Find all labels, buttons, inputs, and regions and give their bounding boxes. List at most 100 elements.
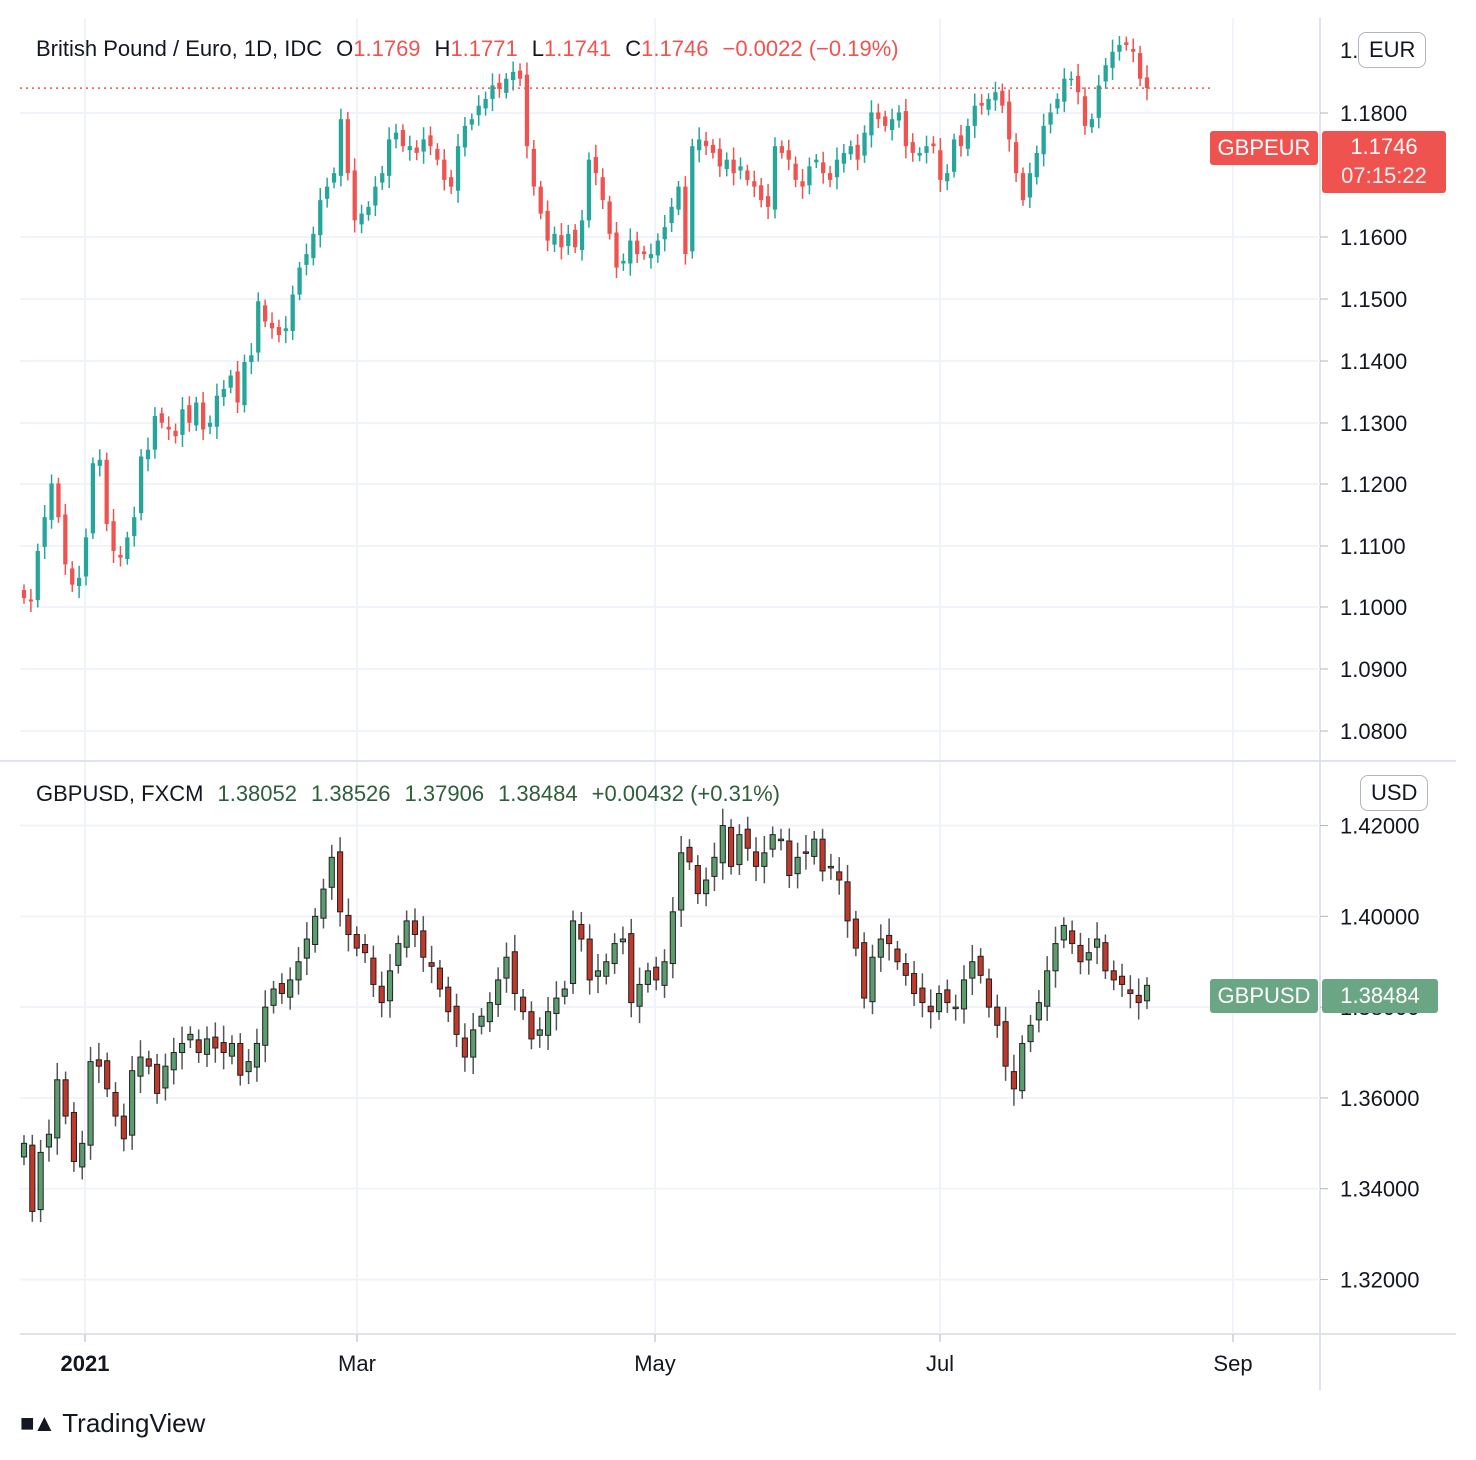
top-candle-body: [703, 140, 709, 147]
top-candle-body: [83, 537, 89, 577]
bottom-candle-body: [303, 938, 310, 959]
bottom-candle-body: [536, 1029, 543, 1036]
top-candle-body: [187, 405, 192, 423]
top-candle-body: [132, 517, 137, 537]
top-candle-body: [400, 129, 406, 147]
top-candle-body: [841, 152, 846, 164]
top-candle-body: [262, 305, 268, 322]
bottom-candle-body: [544, 1011, 552, 1036]
bottom-candle-body: [120, 1115, 127, 1140]
bottom-candle-body: [237, 1042, 244, 1076]
top-candle-body: [35, 550, 40, 601]
bottom-candle-body: [869, 956, 876, 1003]
top-candle-body: [986, 98, 991, 110]
top-candle-body: [731, 159, 736, 174]
bottom-candle-body: [29, 1144, 36, 1212]
bottom-candle-body: [952, 1006, 959, 1010]
bottom-candle-body: [686, 846, 693, 863]
x-axis-label: Jul: [926, 1351, 954, 1376]
top-candle-body: [90, 463, 96, 534]
top-candle-body: [159, 413, 164, 423]
top-candle-body: [497, 82, 502, 89]
top-candle-body: [641, 251, 647, 255]
bottom-candle-body: [727, 826, 735, 867]
top-candle-body: [76, 577, 82, 586]
top-candle-body: [648, 254, 654, 259]
top-candle-body: [538, 186, 543, 214]
top-candle-body: [435, 148, 440, 160]
top-candle-body: [152, 415, 158, 450]
top-currency-button[interactable]: EUR: [1358, 32, 1427, 68]
top-candle-body: [903, 111, 909, 147]
bottom-candle-body: [719, 825, 726, 864]
top-candle-body: [752, 181, 757, 187]
top-candle-body: [1089, 119, 1095, 128]
top-candle-body: [242, 362, 247, 406]
bottom-candle-body: [761, 852, 768, 867]
top-candle-body: [1020, 173, 1026, 201]
bottom-candle-body: [154, 1063, 161, 1094]
top-candle-body: [297, 267, 302, 295]
top-candle-body: [910, 142, 915, 153]
top-ticker-tag: GBPEUR: [1210, 131, 1318, 165]
bottom-candle-body: [578, 924, 585, 940]
bottom-candle-body: [669, 911, 676, 965]
bottom-candle-body: [977, 955, 984, 976]
bottom-candle-body: [112, 1091, 119, 1117]
top-candle-body: [1007, 101, 1012, 140]
top-candle-body: [138, 456, 144, 514]
tradingview-brand[interactable]: ■▲ TradingView: [20, 1408, 205, 1439]
top-candle-body: [63, 514, 68, 565]
bottom-candle-body: [586, 938, 593, 981]
bottom-candle-body: [162, 1065, 169, 1089]
bottom-currency-button[interactable]: USD: [1360, 775, 1429, 811]
bottom-candle-body: [852, 918, 859, 949]
bottom-candle-body: [960, 979, 968, 1010]
top-candle-body: [504, 78, 509, 93]
top-candle-body: [345, 119, 350, 174]
bottom-candle-body: [844, 881, 851, 922]
top-candle-body: [428, 135, 433, 147]
bottom-y-tick-label: 1.42000: [1340, 814, 1420, 839]
bottom-candle-body: [794, 856, 801, 875]
bottom-candle-body: [420, 930, 427, 958]
top-candle-body: [1027, 173, 1033, 198]
bottom-candle-body: [1069, 930, 1076, 945]
top-candle-body: [42, 517, 47, 547]
bottom-candle-body: [70, 1111, 77, 1162]
bottom-candle-body: [944, 989, 951, 1004]
bottom-candle-body: [827, 865, 834, 869]
bottom-candle-body: [1127, 989, 1134, 995]
top-candle-body: [256, 301, 261, 353]
top-candle-body: [1034, 152, 1039, 178]
top-candle-body: [683, 186, 688, 255]
top-candle-body: [235, 371, 240, 403]
bottom-candle-body: [528, 1011, 535, 1040]
top-candle-body: [876, 112, 881, 120]
bottom-last-price: 1.38484: [1322, 979, 1438, 1013]
top-candle-body: [1082, 96, 1088, 126]
top-candle-body: [965, 125, 971, 149]
bottom-candle-body: [969, 961, 976, 979]
top-candle-body: [593, 156, 598, 174]
bottom-candle-body: [611, 943, 618, 965]
bottom-candle-body: [212, 1036, 219, 1049]
top-candle-body: [214, 395, 220, 427]
bottom-candle-body: [711, 856, 718, 877]
top-candle-body: [635, 240, 640, 255]
bottom-candle-body: [320, 888, 327, 919]
top-candle-body: [531, 148, 536, 187]
bottom-candle-body: [245, 1061, 252, 1073]
bottom-candle-body: [428, 962, 435, 967]
top-candle-body: [1069, 78, 1074, 81]
bottom-candle-body: [453, 1005, 460, 1035]
top-countdown: 07:15:22: [1341, 163, 1427, 188]
top-candle-body: [586, 159, 592, 221]
top-candle-body: [1013, 142, 1019, 174]
bottom-candle-body: [836, 871, 843, 881]
top-candle-body: [407, 146, 412, 151]
top-candle-body: [607, 201, 612, 234]
top-symbol: British Pound / Euro, 1D, IDC: [36, 36, 323, 61]
